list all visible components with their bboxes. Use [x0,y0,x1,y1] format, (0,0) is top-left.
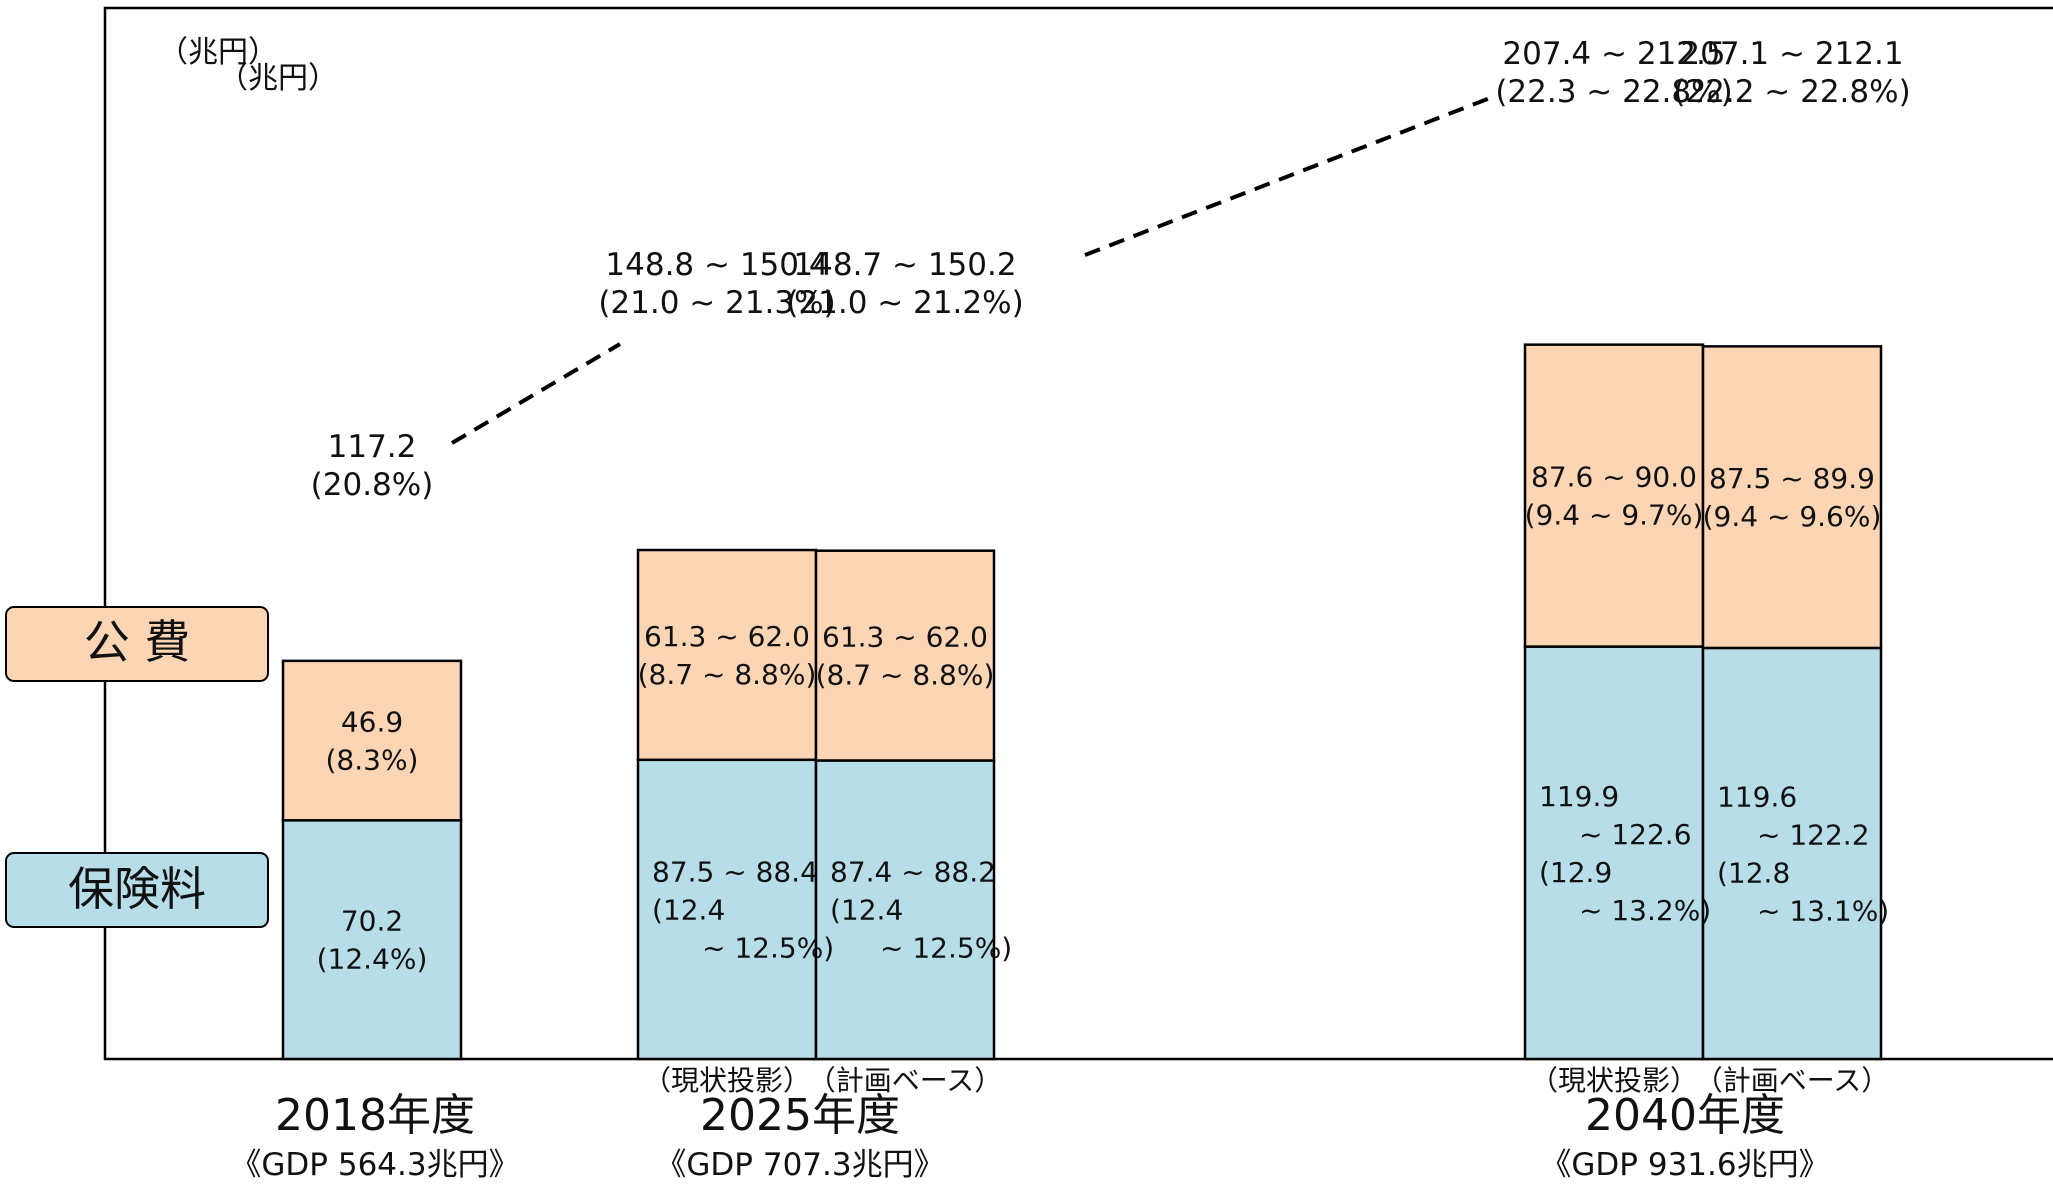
gdp-label: 《GDP 564.3兆円》 [230,1147,519,1183]
legend-premium-label: 保険料 [68,862,206,916]
bar-public-cost [636,548,818,762]
bar-premium-label: (12.4 [652,893,725,926]
bar-public-cost-label: (8.7 ~ 8.8%) [816,659,995,692]
bar-total-label: 148.8 ~ 150.4 [605,247,828,283]
bar-premium-label: ~ 13.2%) [1579,894,1711,927]
bar-public-cost-label: 87.6 ~ 90.0 [1531,461,1697,494]
bar-public-cost-label: 61.3 ~ 62.0 [644,620,810,653]
bar-total-label: 207.1 ~ 212.1 [1680,36,1903,72]
bar-public-cost [1701,345,1883,650]
bar-premium-label: (12.8 [1717,856,1790,889]
legend-public-cost-box [5,606,269,682]
bar-public-cost-label: (8.3%) [326,744,419,777]
bar-premium-label: (12.9 [1539,856,1612,889]
unit-label: （兆円） [218,61,338,96]
bar-premium-label: ~ 122.2 [1757,818,1870,851]
bar-total-label: 148.7 ~ 150.2 [793,247,1016,283]
gdp-label: 《GDP 707.3兆円》 [655,1147,944,1183]
bar-premium-label: 87.4 ~ 88.2 [830,856,996,889]
bar-total-label: (22.3 ~ 22.8%) [1495,74,1732,110]
legend-premium-box [5,852,269,928]
bar-sublabel: （現状投影） [1530,1064,1698,1097]
bar-total-label: (21.0 ~ 21.3%) [598,285,835,321]
bar-public-cost-label: 46.9 [341,706,403,739]
bar-total-label: (20.8%) [311,467,434,503]
bar-public-cost-label: 61.3 ~ 62.0 [822,621,988,654]
bar-total-label: 117.2 [328,429,417,465]
bar-premium [814,759,996,1061]
bar-sublabel: （計画ベース） [1695,1064,1890,1097]
plot-frame [103,6,2053,1061]
bar-public-cost-label: 87.5 ~ 89.9 [1709,462,1875,495]
bar-premium-label: ~ 12.5%) [702,931,834,964]
bar-public-cost-label: (8.7 ~ 8.8%) [638,658,817,691]
x-category-label: 2018年度 [275,1090,475,1141]
bar-public-cost-label: (9.4 ~ 9.6%) [1703,500,1882,533]
bar-premium [281,819,463,1061]
trend-connector [1084,96,1491,257]
gdp-label: 《GDP 931.6兆円》 [1540,1147,1829,1183]
bar-premium [1701,646,1883,1061]
bar-public-cost [814,549,996,762]
bar-premium-label: 87.5 ~ 88.4 [652,855,818,888]
bar-premium-label: (12.4%) [317,943,428,976]
legend-public-cost-label: 公 費 [84,615,191,669]
bar-premium-label: 119.9 [1539,780,1619,813]
bar-premium-label: 70.2 [341,905,403,938]
bar-total-label: (22.2 ~ 22.8%) [1673,74,1910,110]
bar-premium-label: 119.6 [1717,780,1797,813]
bar-premium-label: ~ 122.6 [1579,818,1692,851]
bar-sublabel: （現状投影） [643,1064,811,1097]
bar-premium-label: ~ 13.1%) [1757,894,1889,927]
bar-total-label: 207.4 ~ 212.5 [1502,36,1725,72]
legend: 公 費 保険料 [5,606,269,928]
bar-sublabel: （計画ベース） [808,1064,1003,1097]
bar-total-label: (21.0 ~ 21.2%) [786,285,1023,321]
bar-public-cost [281,659,463,822]
bar-premium-label: ~ 12.5%) [880,932,1012,965]
unit-label: （兆円） [158,35,278,70]
x-category-label: 2025年度 [700,1090,900,1141]
bar-public-cost-label: (9.4 ~ 9.7%) [1525,499,1704,532]
x-category-label: 2040年度 [1585,1090,1785,1141]
bar-premium-label: (12.4 [830,894,903,927]
bar-premium [1523,645,1705,1061]
trend-connector [450,342,622,445]
bar-public-cost [1523,343,1705,648]
